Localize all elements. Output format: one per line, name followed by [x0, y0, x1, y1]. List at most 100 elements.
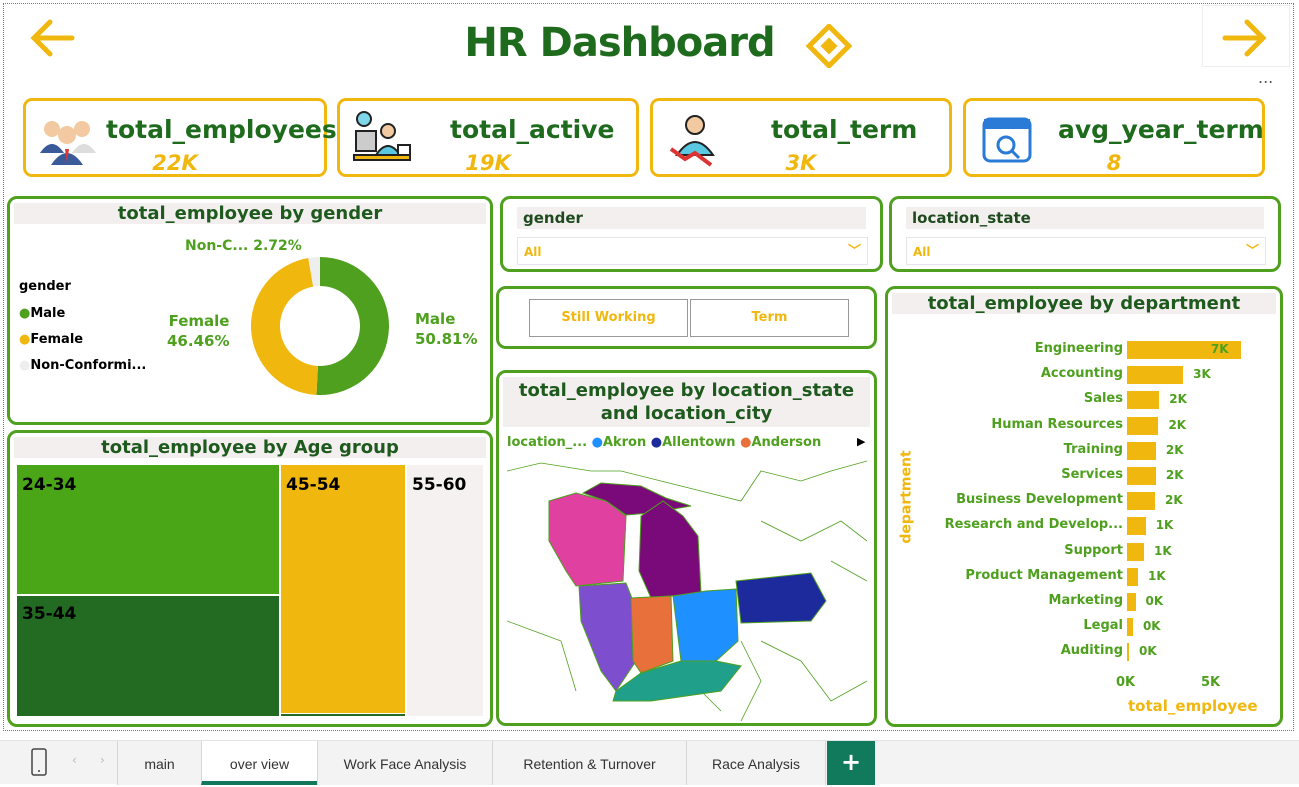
treemap-tile-24-34[interactable]: 24-34	[17, 465, 279, 594]
donut-slice-female[interactable]	[251, 258, 318, 395]
x-axis-title: total_employee	[1128, 697, 1258, 715]
gender-dropdown[interactable]: All ﹀	[517, 237, 868, 265]
treemap-tile-45-54[interactable]: 45-54	[281, 465, 405, 713]
data-label: 3K	[1193, 367, 1211, 382]
kpi-value: 8	[1106, 151, 1122, 175]
tab-race-analysis[interactable]: Race Analysis	[686, 741, 826, 785]
bar-row[interactable]: Sales 2K	[888, 389, 1288, 410]
tab-scroll-right[interactable]: ›	[100, 753, 105, 767]
bar[interactable]	[1127, 567, 1139, 586]
map[interactable]	[507, 457, 867, 721]
data-label: 2K	[1165, 468, 1184, 482]
bar[interactable]	[1127, 366, 1184, 385]
category-label: Accounting	[1040, 366, 1123, 382]
bar[interactable]	[1127, 467, 1156, 485]
tab-work-face-analysis[interactable]: Work Face Analysis	[317, 741, 492, 785]
chart-title: total_employee by location_state and loc…	[503, 377, 870, 427]
mobile-layout-icon[interactable]	[30, 747, 48, 777]
chart-title: total_employee by gender	[14, 203, 486, 224]
location-state-dropdown[interactable]: All ﹀	[906, 237, 1266, 265]
bar-row[interactable]: Services 2K	[888, 465, 1288, 485]
arrow-left-icon[interactable]	[28, 18, 76, 58]
kpi-value: 3K	[785, 151, 817, 175]
chart-title: total_employee by department	[892, 293, 1276, 314]
bar-row[interactable]: Support 1K	[888, 541, 1288, 561]
map-legend: location_... ●Akron ●Allentown ●Anderson	[507, 435, 822, 450]
data-label: 1K	[1148, 568, 1166, 583]
category-label: Auditing	[1060, 643, 1123, 659]
bar-row[interactable]: Human Resources 2K	[888, 415, 1288, 435]
category-label: Engineering	[1034, 341, 1123, 356]
data-label-non-conforming: Non-C... 2.72%	[185, 238, 302, 254]
data-label: 2K	[1169, 392, 1187, 407]
category-label: Marketing	[1048, 593, 1123, 608]
still-working-button[interactable]: Still Working	[529, 299, 688, 337]
bar[interactable]	[1127, 391, 1160, 410]
legend-item[interactable]: Allentown	[662, 435, 736, 450]
bar-row[interactable]: Auditing 0K	[888, 641, 1288, 662]
bar-row[interactable]: Business Development 2K	[888, 490, 1288, 511]
page-title: HR Dashboard	[464, 20, 775, 66]
add-page-button[interactable]: +	[827, 741, 875, 785]
legend-item[interactable]: Anderson	[751, 435, 822, 450]
legend-item-non-conforming[interactable]: ●Non-Conformi...	[19, 358, 147, 373]
category-label: Sales	[1083, 391, 1123, 407]
more-options[interactable]: ...	[1258, 68, 1274, 87]
forward-button[interactable]	[1202, 5, 1290, 67]
bar[interactable]	[1127, 341, 1241, 359]
tab-over-view[interactable]: over view	[201, 741, 317, 785]
chevron-down-icon: ﹀	[1245, 244, 1259, 259]
state-michigan-lower	[638, 500, 702, 599]
category-label: Support	[1064, 542, 1123, 558]
arrow-right-icon	[1222, 19, 1267, 57]
data-label: 1K	[1155, 518, 1174, 533]
bar[interactable]	[1127, 643, 1129, 662]
bar-row[interactable]: Engineering 7K	[888, 339, 1288, 359]
bar-row[interactable]: Legal 0K	[888, 616, 1288, 637]
term-button[interactable]: Term	[690, 299, 849, 337]
treemap-tile-35-44[interactable]: 35-44	[17, 596, 279, 716]
tab-retention-turnover[interactable]: Retention & Turnover	[492, 741, 686, 785]
legend-item-female[interactable]: ●Female	[19, 332, 84, 347]
legend-label: Non-Conformi...	[30, 358, 147, 373]
calendar-search-icon	[982, 117, 1032, 163]
bar-row[interactable]: Marketing 0K	[888, 591, 1288, 611]
bar[interactable]	[1127, 492, 1156, 511]
person-decline-icon	[669, 115, 715, 167]
donut-slice-male[interactable]	[316, 257, 390, 395]
worker-at-desk-icon	[353, 111, 411, 161]
bar-row[interactable]: Research and Develop... 1K	[888, 515, 1288, 536]
data-label: 0K	[1139, 644, 1157, 659]
data-label-male: Male 50.81%	[415, 310, 478, 348]
kpi-label: total_term	[771, 115, 918, 144]
bar[interactable]	[1127, 517, 1146, 536]
legend-label: Female	[30, 332, 84, 347]
kpi-label: avg_year_term	[1058, 115, 1264, 144]
legend-title: gender	[19, 279, 71, 294]
gender-donut	[251, 257, 390, 395]
kpi-card-total-term: total_term 3K	[650, 98, 952, 177]
tab-scroll-left[interactable]: ‹	[72, 753, 77, 767]
treemap-tile-55-60[interactable]: 55-60	[407, 465, 483, 716]
donut-slice-non-c-[interactable]	[308, 257, 320, 287]
bar[interactable]	[1127, 441, 1156, 460]
location-state-slicer: location_state All ﹀	[889, 196, 1281, 272]
tab-main[interactable]: main	[117, 741, 201, 785]
legend-next-arrow[interactable]: ▶	[857, 435, 866, 448]
data-label: 7K	[1210, 342, 1229, 356]
bar[interactable]	[1127, 593, 1136, 611]
bar-row[interactable]: Training 2K	[888, 440, 1288, 460]
category-label: Product Management	[965, 567, 1123, 583]
bar[interactable]	[1127, 542, 1144, 561]
legend-item[interactable]: Akron	[602, 435, 647, 450]
bar-row[interactable]: Product Management 1K	[888, 566, 1288, 586]
bar-row[interactable]: Accounting 3K	[888, 364, 1288, 385]
x-tick: 5K	[1201, 675, 1221, 690]
legend-item-male[interactable]: ●Male	[19, 306, 66, 321]
kpi-value: 22K	[152, 151, 198, 175]
category-label: Research and Develop...	[944, 517, 1123, 533]
legend-label: Male	[30, 306, 66, 321]
category-label: Training	[1063, 441, 1123, 457]
bar[interactable]	[1127, 416, 1159, 435]
bar[interactable]	[1127, 618, 1133, 637]
